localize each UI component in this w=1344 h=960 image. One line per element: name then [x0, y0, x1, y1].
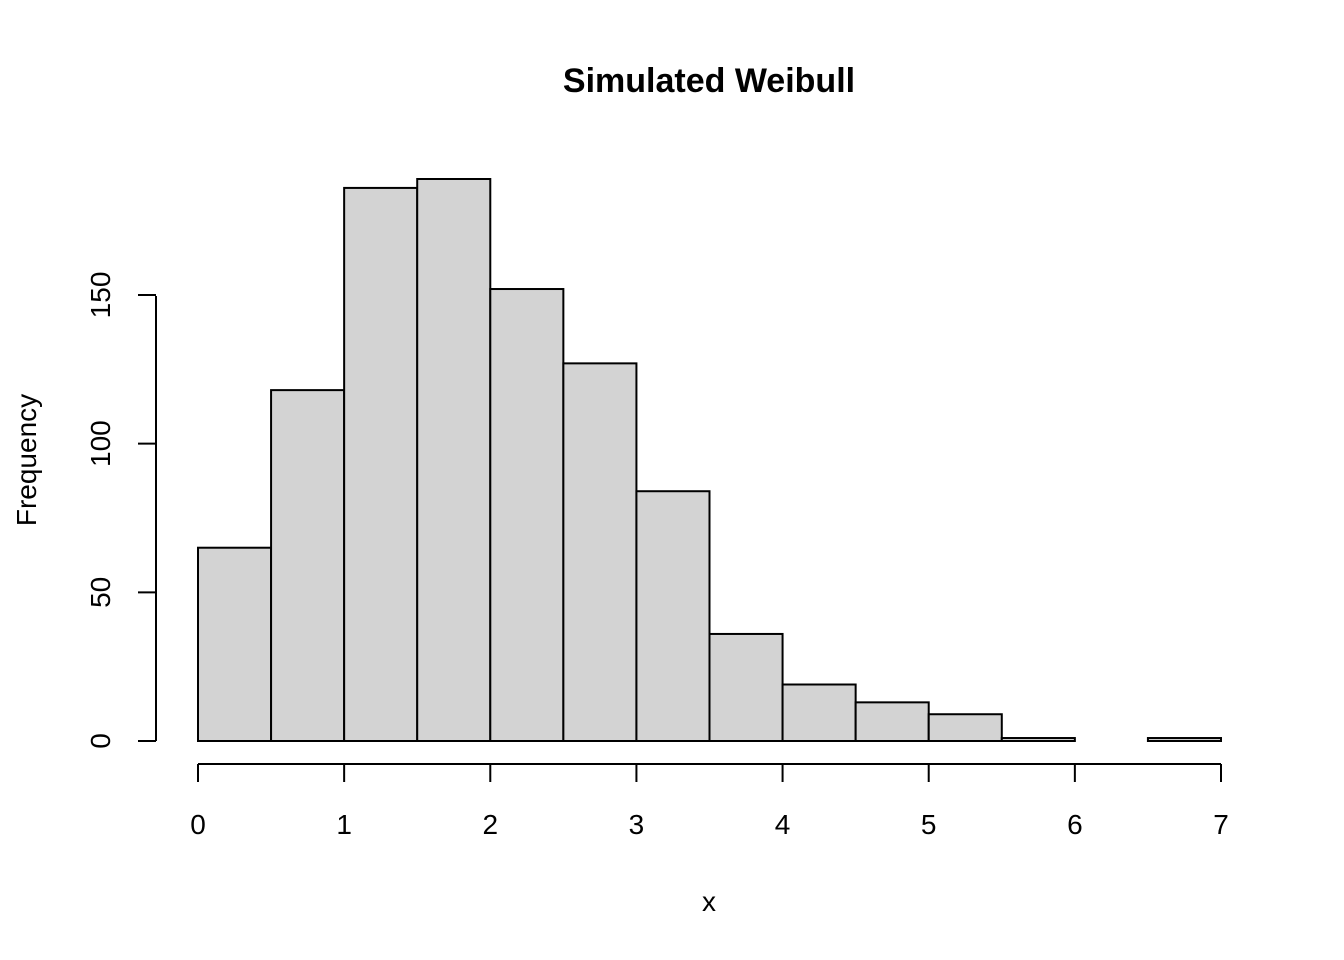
histogram-bar: [562, 362, 638, 742]
x-tick-label: 1: [336, 809, 352, 840]
histogram-bar: [781, 683, 857, 742]
y-axis-ticks: 0 50 100 150: [85, 272, 156, 749]
histogram-bar: [416, 178, 492, 742]
y-tick-label: 150: [85, 272, 116, 319]
x-axis-label: x: [702, 886, 716, 917]
y-axis-label: Frequency: [11, 394, 42, 526]
histogram-bar: [1146, 737, 1223, 742]
histogram-bar: [927, 713, 1003, 743]
y-tick-label: 0: [85, 733, 116, 749]
histogram-bars: [197, 178, 1223, 743]
histogram-bar: [635, 490, 711, 742]
histogram-bar: [197, 546, 273, 743]
x-tick-label: 3: [629, 809, 645, 840]
y-tick-label: 50: [85, 577, 116, 608]
x-tick-label: 5: [921, 809, 937, 840]
histogram-bar: [1000, 737, 1076, 742]
y-tick-label: 100: [85, 420, 116, 467]
x-tick-label: 4: [775, 809, 791, 840]
histogram-bar: [489, 288, 565, 742]
histogram-bar: [343, 186, 419, 742]
x-tick-label: 6: [1067, 809, 1083, 840]
x-tick-label: 2: [482, 809, 498, 840]
histogram-bar: [708, 632, 784, 743]
histogram-bar: [270, 389, 346, 742]
x-tick-label: 7: [1213, 809, 1229, 840]
x-axis-ticks: 0 1 2 3 4 5 6 7: [190, 764, 1229, 840]
histogram-bar: [854, 701, 930, 743]
x-tick-label: 0: [190, 809, 206, 840]
chart-title: Simulated Weibull: [563, 62, 855, 100]
